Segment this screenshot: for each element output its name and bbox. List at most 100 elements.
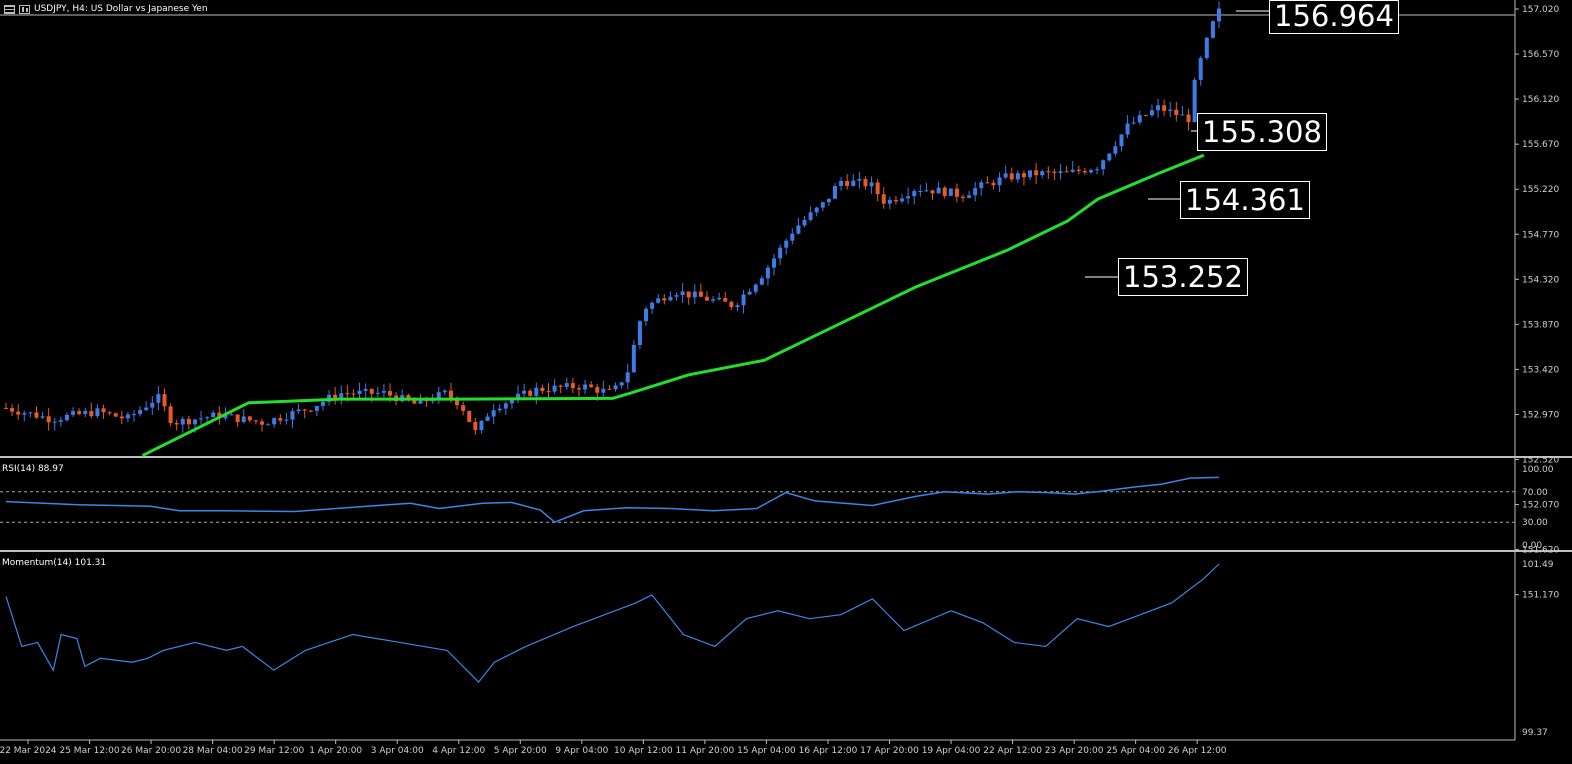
candle-body — [375, 392, 380, 394]
price-label-4[interactable]: 153.252 — [1118, 258, 1248, 296]
candle-body — [1107, 153, 1112, 161]
candle-body — [936, 187, 941, 194]
candles-group — [4, 1, 1221, 435]
candle-body — [893, 199, 898, 202]
candle-body — [95, 408, 100, 417]
price-label-2[interactable]: 155.308 — [1197, 113, 1327, 151]
candle-body — [132, 414, 137, 416]
candle-body — [16, 411, 21, 415]
price-tick-label: 152.070 — [1522, 501, 1559, 511]
candle-body — [241, 416, 246, 423]
candle-body — [570, 383, 575, 389]
candle-body — [1217, 8, 1221, 22]
candlestick-icon[interactable] — [19, 4, 30, 14]
candle-body — [583, 384, 588, 390]
candle-body — [851, 180, 856, 186]
candle-body — [863, 179, 868, 187]
candle-body — [467, 410, 472, 422]
candle-body — [497, 408, 502, 411]
candle-body — [455, 397, 460, 406]
candle-body — [857, 179, 862, 181]
time-tick-label: 26 Mar 20:00 — [121, 746, 181, 756]
candle-body — [333, 394, 338, 399]
candle-body — [1028, 170, 1033, 178]
candle-body — [1131, 122, 1136, 124]
candle-body — [522, 390, 527, 394]
rsi-label: RSI(14) 88.97 — [2, 464, 64, 474]
candle-body — [656, 298, 661, 303]
candle-body — [625, 372, 630, 383]
chart-list-icon[interactable] — [4, 4, 15, 14]
candle-body — [485, 416, 490, 421]
candle-body — [339, 393, 344, 399]
candle-body — [156, 394, 161, 403]
price-tick-label: 152.520 — [1522, 456, 1559, 466]
candle-body — [278, 418, 283, 421]
candle-body — [576, 388, 581, 390]
price-tick-label: 155.220 — [1522, 185, 1559, 195]
candle-body — [369, 388, 374, 394]
price-tick-label: 157.020 — [1522, 5, 1559, 15]
candle-body — [101, 408, 106, 413]
price-tick-label: 151.620 — [1522, 546, 1559, 556]
candle-body — [814, 207, 819, 213]
candle-body — [558, 385, 563, 387]
candle-body — [906, 196, 911, 199]
candle-body — [119, 416, 124, 419]
candle-body — [1180, 114, 1185, 116]
time-tick-label: 9 Apr 04:00 — [555, 746, 608, 756]
candle-body — [64, 414, 69, 421]
time-tick-label: 28 Mar 04:00 — [183, 746, 243, 756]
candle-body — [345, 393, 350, 395]
candle-body — [1058, 171, 1063, 173]
candle-body — [1119, 134, 1124, 147]
candle-body — [89, 411, 94, 417]
time-tick-label: 23 Apr 20:00 — [1045, 746, 1104, 756]
rsi-axis-label: 30.00 — [1522, 518, 1548, 528]
candle-body — [442, 390, 447, 393]
candle-body — [1095, 169, 1100, 171]
candle-body — [869, 182, 874, 187]
time-tick-label: 11 Apr 20:00 — [676, 746, 735, 756]
candle-body — [918, 190, 923, 192]
time-tick-label: 16 Apr 12:00 — [799, 746, 858, 756]
candle-body — [729, 301, 734, 308]
candle-body — [607, 388, 612, 390]
candle-body — [162, 394, 167, 407]
time-tick-label: 25 Apr 04:00 — [1106, 746, 1165, 756]
candle-body — [1156, 105, 1161, 111]
candle-body — [808, 212, 813, 220]
candle-body — [10, 408, 15, 412]
candle-body — [473, 421, 478, 431]
candle-body — [192, 419, 197, 425]
candle-body — [266, 424, 271, 426]
candle-body — [637, 321, 642, 345]
candle-body — [534, 387, 539, 396]
candle-body — [180, 418, 185, 425]
time-tick-label: 25 Mar 12:00 — [59, 746, 119, 756]
candle-body — [144, 407, 149, 411]
candle-body — [479, 420, 484, 431]
candle-body — [1168, 109, 1173, 111]
candle-body — [448, 390, 453, 398]
price-label-3[interactable]: 154.361 — [1180, 181, 1310, 219]
candle-body — [223, 414, 228, 419]
candle-body — [1204, 37, 1209, 59]
candle-body — [1021, 173, 1026, 178]
candle-body — [296, 409, 301, 412]
candle-body — [631, 344, 636, 373]
candle-body — [509, 399, 514, 404]
candle-body — [436, 392, 441, 401]
candle-body — [1064, 171, 1069, 173]
time-tick-label: 17 Apr 20:00 — [860, 746, 919, 756]
momentum-axis-label: 101.49 — [1522, 560, 1554, 570]
candle-body — [960, 196, 965, 198]
candle-body — [759, 278, 764, 285]
price-label-current[interactable]: 156.964 — [1269, 0, 1399, 34]
candle-body — [217, 412, 222, 419]
time-tick-label: 1 Apr 20:00 — [309, 746, 362, 756]
candle-body — [516, 393, 521, 400]
candle-body — [820, 202, 825, 208]
candle-body — [942, 187, 947, 196]
